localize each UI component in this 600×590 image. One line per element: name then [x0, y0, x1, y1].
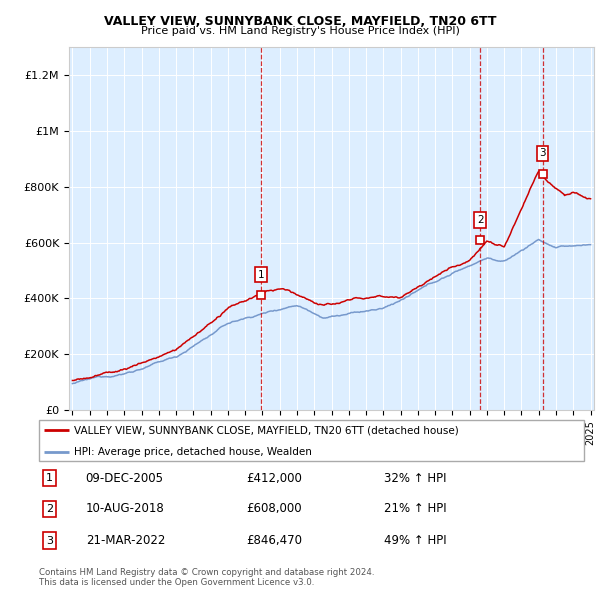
Text: 1: 1	[46, 473, 53, 483]
Text: 1: 1	[258, 270, 265, 280]
Text: £846,470: £846,470	[246, 534, 302, 547]
Text: £412,000: £412,000	[246, 471, 302, 484]
Text: 49% ↑ HPI: 49% ↑ HPI	[384, 534, 446, 547]
Text: 09-DEC-2005: 09-DEC-2005	[86, 471, 164, 484]
Text: VALLEY VIEW, SUNNYBANK CLOSE, MAYFIELD, TN20 6TT: VALLEY VIEW, SUNNYBANK CLOSE, MAYFIELD, …	[104, 15, 496, 28]
Text: 2: 2	[477, 215, 484, 225]
Text: Price paid vs. HM Land Registry's House Price Index (HPI): Price paid vs. HM Land Registry's House …	[140, 26, 460, 36]
Text: 3: 3	[539, 149, 546, 159]
Text: VALLEY VIEW, SUNNYBANK CLOSE, MAYFIELD, TN20 6TT (detached house): VALLEY VIEW, SUNNYBANK CLOSE, MAYFIELD, …	[74, 425, 458, 435]
Text: 21-MAR-2022: 21-MAR-2022	[86, 534, 165, 547]
Text: 3: 3	[46, 536, 53, 546]
Text: 10-AUG-2018: 10-AUG-2018	[86, 502, 164, 516]
Text: £608,000: £608,000	[246, 502, 301, 516]
FancyBboxPatch shape	[39, 419, 584, 461]
Text: 21% ↑ HPI: 21% ↑ HPI	[384, 502, 446, 516]
Text: Contains HM Land Registry data © Crown copyright and database right 2024.
This d: Contains HM Land Registry data © Crown c…	[39, 568, 374, 587]
Text: HPI: Average price, detached house, Wealden: HPI: Average price, detached house, Weal…	[74, 447, 311, 457]
Text: 32% ↑ HPI: 32% ↑ HPI	[384, 471, 446, 484]
Text: 2: 2	[46, 504, 53, 514]
